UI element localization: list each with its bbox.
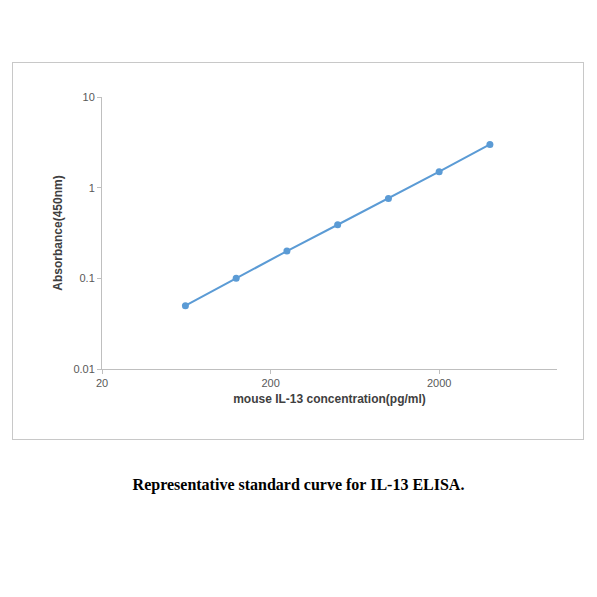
- svg-text:Absorbance(450nm): Absorbance(450nm): [51, 175, 65, 290]
- svg-text:0.1: 0.1: [80, 272, 95, 284]
- svg-text:20: 20: [96, 377, 108, 389]
- svg-text:mouse IL-13 concentration(pg/m: mouse IL-13 concentration(pg/ml): [233, 392, 426, 406]
- svg-text:10: 10: [83, 91, 95, 103]
- svg-text:2000: 2000: [427, 377, 451, 389]
- svg-text:200: 200: [261, 377, 279, 389]
- svg-text:1: 1: [89, 182, 95, 194]
- svg-text:0.01: 0.01: [73, 363, 94, 375]
- svg-text:Representative standard curve: Representative standard curve for IL-13 …: [133, 476, 465, 494]
